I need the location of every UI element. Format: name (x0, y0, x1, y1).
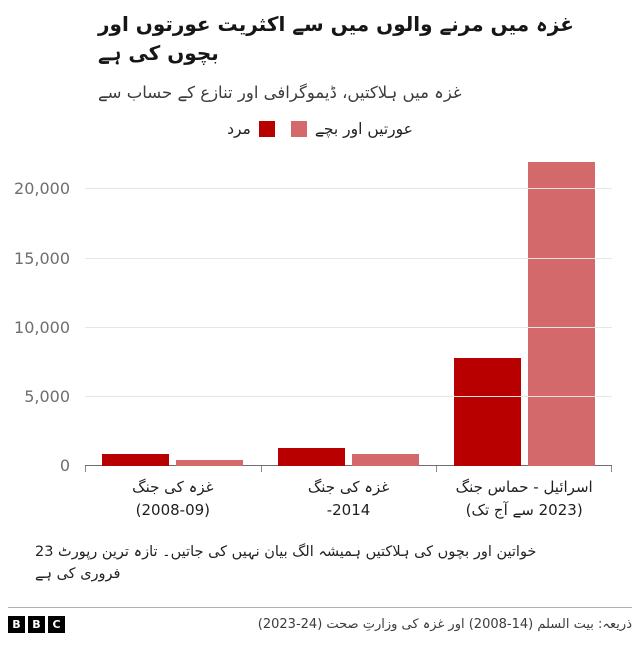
legend: مرد عورتیں اور بچے (0, 120, 640, 138)
x-axis-tick (611, 466, 612, 472)
y-axis-tick-label: 15,000 (14, 248, 70, 268)
bbc-logo-letter: C (48, 616, 65, 634)
y-axis-tick-label: 5,000 (24, 386, 70, 406)
x-axis-labels: غزہ کی جنگ (2008-09) غزہ کی جنگ 2014- اس… (85, 476, 612, 523)
footnote-line-1: خواتین اور بچوں کی ہلاکتیں ہمیشہ الگ بیا… (35, 543, 537, 560)
x-axis-tick (436, 466, 438, 472)
bbc-logo: B B C (8, 616, 65, 634)
x-axis-tick (85, 466, 86, 472)
category-label-gaza-war-2014: غزہ کی جنگ 2014- (261, 476, 437, 523)
header: غزہ میں مرنے والوں میں سے اکثریت عورتوں … (0, 0, 640, 102)
footnote-line-2: فروری کی ہے (35, 565, 121, 582)
legend-item-women-children: عورتیں اور بچے (290, 120, 413, 138)
source-text: ذریعہ: بیت السلم (14-2008) اور غزہ کی وز… (257, 617, 632, 633)
legend-swatch-women-children (290, 121, 307, 137)
legend-label-women-children: عورتیں اور بچے (314, 120, 413, 138)
category-label-gaza-war-2008-09: غزہ کی جنگ (2008-09) (85, 476, 261, 523)
category-line: 2014- (326, 501, 371, 520)
bar-group-gaza-war-2014 (261, 148, 437, 466)
category-line: (2008-09) (135, 501, 211, 520)
title-line-2: بچوں کی ہے (98, 41, 219, 65)
bbc-logo-letter: B (8, 616, 25, 634)
category-label-israel-hamas-war-2023: اسرائیل - حماس جنگ (2023 سے آج تک) (436, 476, 612, 523)
title-line-1: غزہ میں مرنے والوں میں سے اکثریت عورتوں … (98, 12, 574, 36)
y-axis-tick-label: 0 (59, 456, 70, 475)
bar-women-children-gaza-war-2014 (351, 454, 419, 466)
bar-men-gaza-war-2014 (277, 448, 345, 466)
bar-men-gaza-war-2008-09 (102, 454, 170, 466)
y-axis-tick-label: 10,000 (14, 317, 70, 337)
plot-area (85, 148, 612, 472)
bar-group-gaza-war-2008-09 (85, 148, 261, 466)
category-line: غزہ کی جنگ (307, 478, 390, 496)
category-line: (2023 سے آج تک) (465, 501, 583, 520)
bar-men-israel-hamas-war-2023 (453, 358, 521, 466)
bbc-logo-letter: B (28, 616, 45, 634)
gridline (85, 395, 612, 397)
bar-women-children-israel-hamas-war-2023 (527, 162, 595, 466)
bar-chart: 0 5,000 10,000 15,000 20,000 (0, 148, 640, 475)
bar-women-children-gaza-war-2008-09 (176, 460, 244, 466)
bar-group-israel-hamas-war-2023 (436, 148, 612, 466)
legend-item-men: مرد (227, 120, 275, 138)
chart-subtitle: غزہ میں ہلاکتیں، ڈیموگرافی اور تنازع کے … (98, 83, 462, 102)
footer: B B C ذریعہ: بیت السلم (14-2008) اور غزہ… (8, 607, 632, 634)
gridline (85, 188, 612, 190)
gridline (85, 257, 612, 259)
category-line: اسرائیل - حماس جنگ (455, 478, 593, 496)
x-axis-baseline (85, 465, 612, 466)
y-axis-tick-label: 20,000 (14, 179, 70, 199)
footnote: خواتین اور بچوں کی ہلاکتیں ہمیشہ الگ بیا… (35, 541, 605, 586)
x-axis-tick (260, 466, 262, 472)
category-line: غزہ کی جنگ (132, 478, 214, 496)
legend-swatch-men (258, 121, 275, 137)
gridline (85, 326, 612, 328)
legend-label-men: مرد (227, 120, 251, 138)
chart-title: غزہ میں مرنے والوں میں سے اکثریت عورتوں … (98, 10, 628, 68)
